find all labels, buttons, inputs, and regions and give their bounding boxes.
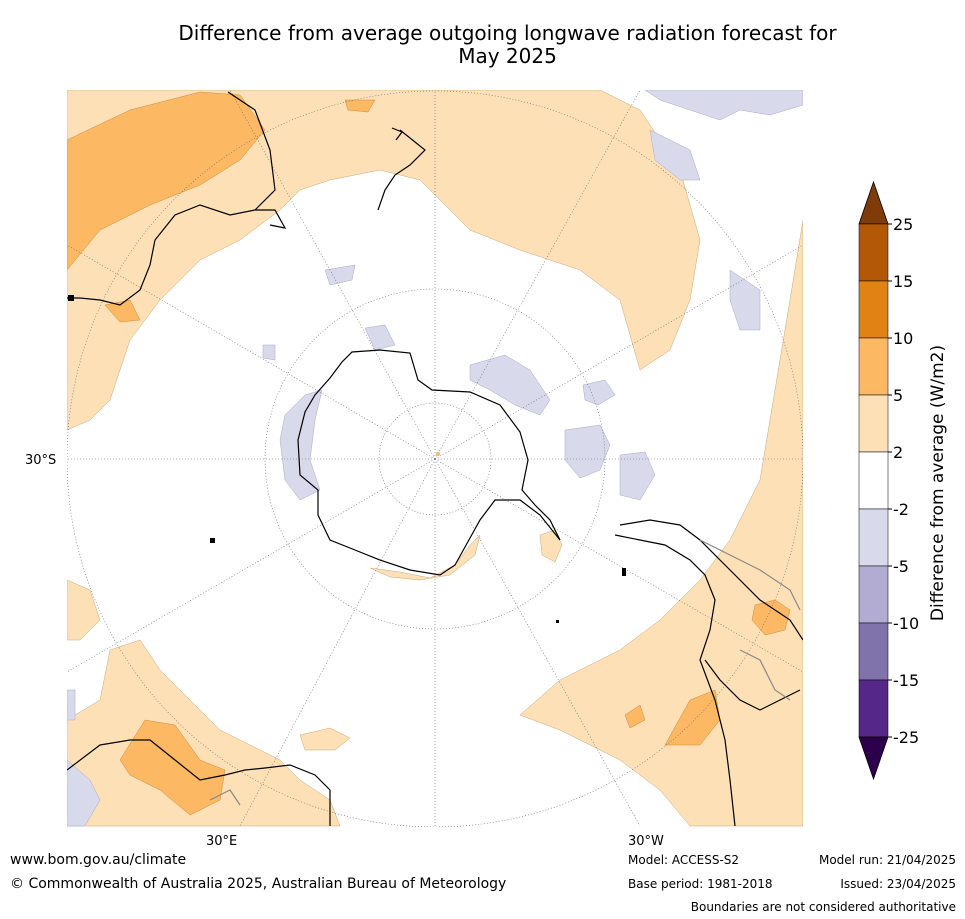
chart-title: Difference from average outgoing longwav… [0,22,965,68]
antarctica-outline [297,349,561,576]
colorbar-swatches [858,180,889,781]
colorbar-arrow-max [858,180,889,225]
coastlines [67,91,803,827]
colorbar-swatch [858,394,889,453]
lat-label-30s: 30°S [25,453,56,468]
colorbar-swatch [858,679,889,738]
colorbar-label: Difference from average (W/m2) [928,345,948,621]
colorbar-tick-label: -10 [893,614,919,633]
colorbar-swatch [858,451,889,510]
colorbar-arrow-min [858,736,889,781]
footer-copyright: © Commonwealth of Australia 2025, Austra… [10,876,507,892]
colorbar-swatch [858,223,889,282]
footer-base-period: Base period: 1981-2018 [628,877,773,891]
colorbar-tick-label: -25 [893,728,919,747]
footer-issued: Issued: 23/04/2025 [840,877,956,891]
colorbar-tick-label: 5 [893,386,903,405]
anomaly-minus2-to-minus5-regions [67,90,803,827]
colorbar-swatch [858,280,889,339]
colorbar-swatch [858,508,889,567]
country-borders [209,539,801,806]
anomaly-5-to-10-regions [67,91,791,816]
anomaly-2-to-5-regions [67,90,803,827]
colorbar-swatch [858,337,889,396]
footer-model-run: Model run: 21/04/2025 [818,853,956,867]
footer-website: www.bom.gov.au/climate [10,852,187,868]
pole-dot [436,452,440,456]
lon-label-30w: 30°W [628,834,664,849]
colorbar-tick-label: -15 [893,671,919,690]
colorbar-tick-label: 10 [893,329,913,348]
graticule [67,90,803,827]
colorbar-ticks: 25 15 10 5 2 -2 -5 -10 -15 -25 [888,215,919,747]
footer-model: Model: ACCESS-S2 [628,853,740,867]
colorbar-swatch [858,565,889,624]
lon-label-30e: 30°E [206,834,237,849]
colorbar-tick-label: 2 [893,443,903,462]
colorbar-tick-label: 25 [893,215,913,234]
colorbar-tick-label: 15 [893,272,913,291]
colorbar-tick-label: -5 [893,557,909,576]
title-line-2: May 2025 [458,44,557,68]
colorbar-swatch [858,622,889,681]
islands [68,295,626,623]
title-line-1: Difference from average outgoing longwav… [178,21,837,45]
colorbar-tick-label: -2 [893,500,909,519]
footer-disclaimer: Boundaries are not considered authoritat… [690,900,956,914]
